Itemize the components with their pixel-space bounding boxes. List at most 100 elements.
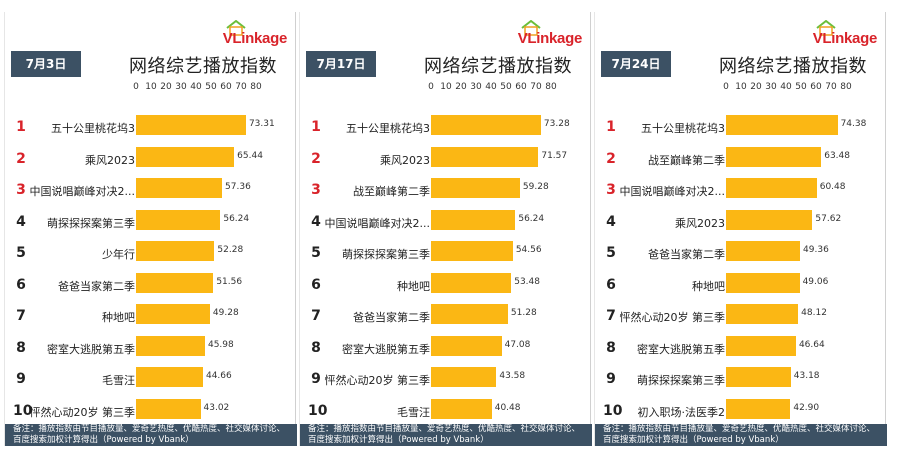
bar: [431, 241, 513, 261]
rank-number: 4: [311, 213, 321, 230]
value-label: 49.36: [803, 245, 829, 255]
tick-label: 0: [428, 82, 434, 92]
value-label: 73.31: [248, 119, 275, 129]
rank-number: 3: [311, 182, 321, 198]
rank-number: 3: [16, 182, 26, 198]
rank-number: 1: [16, 119, 26, 135]
value-label: 59.28: [522, 182, 549, 192]
tick-label: 30: [765, 82, 777, 92]
value-label: 73.28: [543, 119, 570, 129]
rank-number: 4: [16, 213, 26, 230]
bar-row: 8 密室大逃脱第五季 46.64: [595, 333, 887, 363]
category-label: 爸爸当家第二季: [353, 311, 430, 324]
logo-text: VLinkage: [517, 30, 583, 47]
tick-label: 20: [750, 82, 762, 92]
rank-number: 8: [16, 339, 26, 356]
category-label: 萌探探探案第三季: [342, 248, 430, 261]
rank-number: 7: [311, 308, 321, 324]
rank-number: 3: [606, 182, 616, 198]
bar-row: 4 中国说唱巅峰对决2... 56.24: [300, 207, 592, 237]
category-label: 中国说唱巅峰对决2...: [324, 216, 431, 230]
rank-number: 7: [606, 308, 616, 324]
vlinkage-logo: VLinkage: [169, 20, 287, 52]
house-icon: [226, 20, 246, 36]
bar-row: 5 爸爸当家第二季 49.36: [595, 238, 887, 268]
bar-row: 9 毛雪汪 44.66: [5, 364, 297, 394]
value-label: 60.48: [819, 182, 846, 192]
logo-text: VLinkage: [812, 30, 878, 47]
tick-label: 80: [250, 82, 262, 92]
bar: [726, 335, 796, 356]
chart-title: 网络综艺播放指数: [719, 56, 867, 77]
category-label: 初入职场·法医季2: [637, 405, 726, 419]
bar-row: 2 乘风2023 65.44: [5, 144, 297, 174]
tick-label: 30: [175, 82, 187, 92]
tick-label: 30: [470, 82, 482, 92]
category-label: 五十公里桃花坞3: [346, 122, 430, 135]
rank-number: 6: [311, 276, 321, 293]
bar-row: 8 密室大逃脱第五季 47.08: [300, 333, 592, 363]
tick-label: 10: [440, 82, 452, 92]
bar: [726, 209, 813, 230]
value-label: 63.48: [824, 150, 850, 161]
rank-number: 10: [13, 402, 33, 419]
tick-label: 0: [133, 82, 139, 92]
bar: [136, 209, 221, 230]
vlinkage-logo: VLinkage: [464, 20, 582, 52]
rank-number: 5: [311, 245, 321, 261]
logo-text: VLinkage: [222, 30, 288, 47]
rank-number: 8: [311, 339, 321, 356]
category-label: 种地吧: [692, 279, 725, 293]
tick-label: 80: [840, 82, 852, 92]
value-label: 57.62: [815, 213, 842, 224]
bar-row: 3 中国说唱巅峰对决2... 57.36: [5, 175, 297, 205]
value-label: 56.24: [518, 213, 545, 224]
value-label: 43.58: [499, 371, 526, 381]
value-label: 42.90: [793, 402, 820, 413]
date-label: 7月24日: [601, 51, 671, 77]
value-label: 54.56: [515, 245, 542, 255]
category-label: 怦然心动20岁 第三季: [619, 311, 726, 324]
bar: [726, 146, 822, 167]
date-label: 7月3日: [11, 51, 81, 77]
value-label: 56.24: [223, 213, 250, 224]
value-label: 45.98: [207, 339, 234, 350]
bar: [431, 115, 541, 135]
bar: [136, 178, 223, 198]
category-label: 密室大逃脱第五季: [637, 342, 725, 356]
category-label: 萌探探探案第三季: [637, 374, 725, 387]
bar: [136, 272, 214, 293]
rank-number: 7: [16, 308, 26, 324]
bar-row: 8 密室大逃脱第五季 45.98: [5, 333, 297, 363]
bar-row: 5 少年行 52.28: [5, 238, 297, 268]
bar: [726, 304, 799, 324]
bar-row: 2 战至巅峰第二季 63.48: [595, 144, 887, 174]
value-label: 53.48: [514, 276, 540, 287]
tick-label: 40: [485, 82, 497, 92]
bar-row: 1 五十公里桃花坞3 74.38: [595, 112, 887, 142]
bar-row: 9 怦然心动20岁 第三季 43.58: [300, 364, 592, 394]
bar: [431, 178, 520, 198]
tick-label: 70: [235, 82, 247, 92]
tick-label: 0: [723, 82, 729, 92]
house-icon: [816, 20, 836, 36]
footnote: 备注：播放指数由节目播放量、爱奇艺热度、优酷热度、社交媒体讨论、百度搜索加权计算…: [595, 424, 887, 446]
tick-label: 50: [500, 82, 512, 92]
bar: [431, 398, 492, 419]
bar-row: 4 萌探探探案第三季 56.24: [5, 207, 297, 237]
bar-row: 9 萌探探探案第三季 43.18: [595, 364, 887, 394]
value-label: 43.18: [793, 371, 820, 381]
value-label: 44.66: [205, 371, 232, 381]
category-label: 乘风2023: [380, 153, 430, 167]
bar: [726, 178, 817, 198]
bar-row: 10 毛雪汪 40.48: [300, 396, 592, 426]
bar: [726, 272, 800, 293]
rank-number: 2: [16, 150, 26, 167]
category-label: 五十公里桃花坞3: [51, 122, 135, 135]
bar: [136, 398, 201, 419]
tick-label: 20: [455, 82, 467, 92]
category-label: 怦然心动20岁 第三季: [324, 374, 431, 387]
rank-number: 9: [16, 371, 26, 387]
bar: [431, 335, 502, 356]
